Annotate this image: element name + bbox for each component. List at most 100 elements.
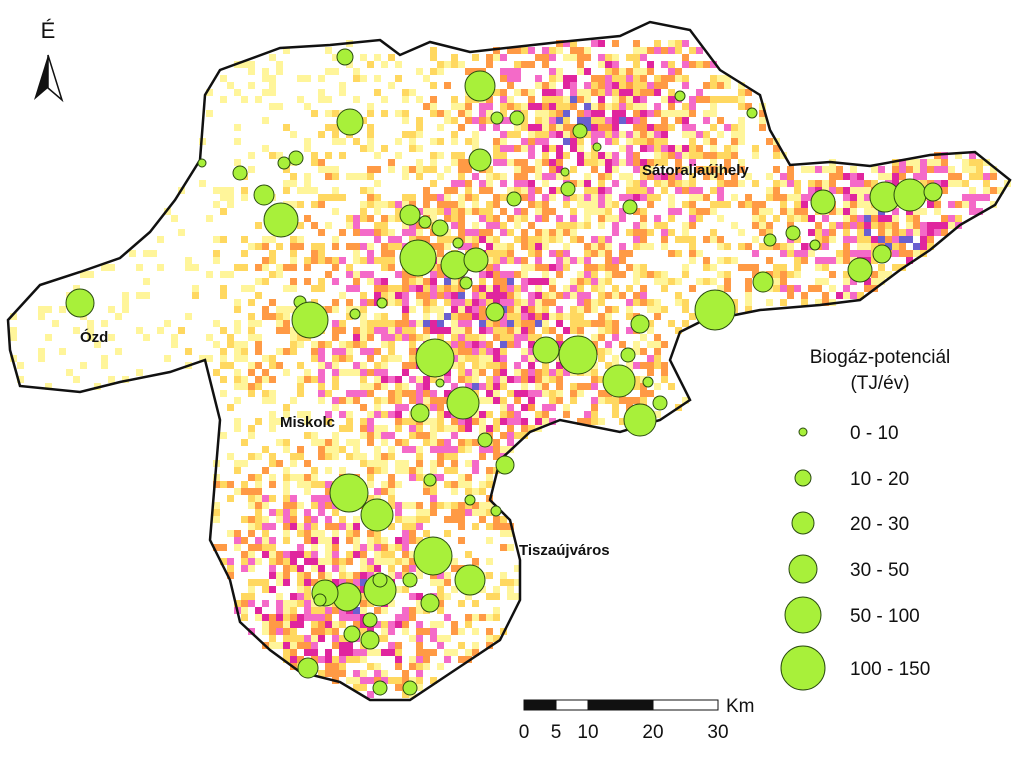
- scale-unit: Km: [726, 696, 755, 717]
- grid-cell: [493, 250, 500, 257]
- grid-cell: [248, 334, 255, 341]
- grid-cell: [703, 264, 710, 271]
- grid-cell: [528, 299, 535, 306]
- grid-cell: [402, 96, 409, 103]
- grid-cell: [241, 614, 248, 621]
- grid-cell: [346, 530, 353, 537]
- grid-cell: [493, 236, 500, 243]
- grid-cell: [738, 201, 745, 208]
- scale-bar: Km: [523, 696, 755, 717]
- grid-cell: [437, 607, 444, 614]
- grid-cell: [437, 404, 444, 411]
- grid-cell: [325, 47, 332, 54]
- grid-cell: [332, 306, 339, 313]
- grid-cell: [507, 544, 514, 551]
- grid-cell: [836, 292, 843, 299]
- grid-cell: [647, 341, 654, 348]
- grid-cell: [45, 334, 52, 341]
- grid-cell: [689, 138, 696, 145]
- grid-cell: [486, 320, 493, 327]
- grid-cell: [255, 243, 262, 250]
- grid-cell: [514, 145, 521, 152]
- grid-cell: [738, 229, 745, 236]
- grid-cell: [591, 362, 598, 369]
- grid-cell: [367, 565, 374, 572]
- grid-cell: [311, 635, 318, 642]
- grid-cell: [381, 341, 388, 348]
- grid-cell: [241, 250, 248, 257]
- grid-cell: [276, 103, 283, 110]
- grid-cell: [514, 215, 521, 222]
- grid-cell: [367, 677, 374, 684]
- grid-cell: [430, 404, 437, 411]
- grid-cell: [857, 201, 864, 208]
- grid-cell: [514, 89, 521, 96]
- grid-cell: [248, 558, 255, 565]
- grid-cell: [479, 586, 486, 593]
- grid-cell: [528, 145, 535, 152]
- grid-cell: [269, 418, 276, 425]
- grid-cell: [724, 180, 731, 187]
- grid-cell: [493, 124, 500, 131]
- grid-cell: [318, 509, 325, 516]
- grid-cell: [570, 292, 577, 299]
- grid-cell: [850, 173, 857, 180]
- grid-cell: [304, 551, 311, 558]
- grid-cell: [801, 194, 808, 201]
- grid-cell: [367, 110, 374, 117]
- grid-cell: [689, 131, 696, 138]
- grid-cell: [297, 362, 304, 369]
- grid-cell: [507, 432, 514, 439]
- grid-cell: [906, 208, 913, 215]
- grid-cell: [598, 124, 605, 131]
- grid-cell: [304, 376, 311, 383]
- grid-cell: [521, 306, 528, 313]
- grid-cell: [458, 628, 465, 635]
- grid-cell: [661, 285, 668, 292]
- grid-cell: [381, 327, 388, 334]
- grid-cell: [262, 628, 269, 635]
- grid-cell: [507, 292, 514, 299]
- grid-cell: [255, 579, 262, 586]
- grid-cell: [332, 124, 339, 131]
- grid-cell: [360, 313, 367, 320]
- grid-cell: [661, 362, 668, 369]
- site-marker: [923, 182, 943, 202]
- grid-cell: [570, 103, 577, 110]
- grid-cell: [941, 180, 948, 187]
- legend-unit: (TJ/év): [850, 373, 909, 394]
- grid-cell: [696, 187, 703, 194]
- grid-cell: [283, 614, 290, 621]
- grid-cell: [388, 551, 395, 558]
- grid-cell: [367, 460, 374, 467]
- grid-cell: [682, 40, 689, 47]
- grid-cell: [479, 383, 486, 390]
- grid-cell: [444, 61, 451, 68]
- grid-cell: [626, 250, 633, 257]
- grid-cell: [444, 292, 451, 299]
- grid-cell: [360, 558, 367, 565]
- grid-cell: [248, 313, 255, 320]
- grid-cell: [332, 194, 339, 201]
- grid-cell: [955, 173, 962, 180]
- grid-cell: [290, 614, 297, 621]
- grid-cell: [612, 215, 619, 222]
- grid-cell: [738, 264, 745, 271]
- grid-cell: [556, 383, 563, 390]
- grid-cell: [346, 306, 353, 313]
- grid-cell: [353, 656, 360, 663]
- grid-cell: [605, 138, 612, 145]
- grid-cell: [388, 502, 395, 509]
- grid-cell: [507, 75, 514, 82]
- grid-cell: [514, 341, 521, 348]
- grid-cell: [346, 341, 353, 348]
- site-marker: [620, 347, 636, 363]
- grid-cell: [206, 215, 213, 222]
- grid-cell: [374, 537, 381, 544]
- grid-cell: [304, 586, 311, 593]
- grid-cell: [724, 243, 731, 250]
- grid-cell: [367, 418, 374, 425]
- grid-cell: [486, 481, 493, 488]
- grid-cell: [766, 194, 773, 201]
- grid-cell: [339, 565, 346, 572]
